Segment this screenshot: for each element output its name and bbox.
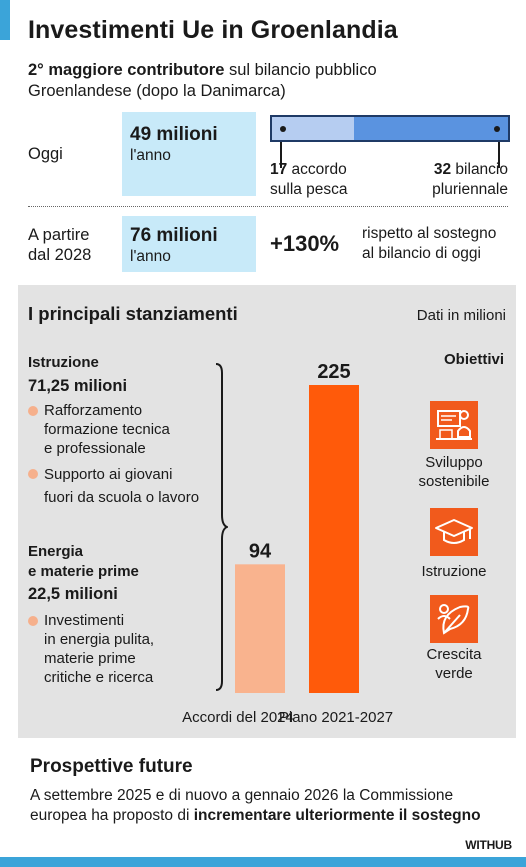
today-label: Oggi [28,145,63,163]
allocations-unit: Dati in milioni [416,307,506,324]
bullet-dot [28,406,38,416]
multiannual-budget-text2: pluriennale [432,181,508,198]
education-bullet-1-line3: e professionale [44,440,146,457]
education-bullet-1: Rafforzamento formazione tecnica e profe… [28,401,213,458]
objectives-title: Obiettivi [443,351,504,368]
today-value-box: 49 milioni l'anno [122,112,256,196]
increase-note-line2: al bilancio di oggi [362,245,481,262]
objective-sustainable-line2: sostenibile [418,473,490,490]
category-label-1: Piano 2021-2027 [279,709,393,726]
education-bullet-1-line1: Rafforzamento [44,402,143,419]
budget-split-bar [270,115,510,142]
from2028-period: l'anno [130,248,171,265]
increase-note-line1: rispetto al sostegno [362,225,497,242]
category-label-0: Accordi del 2024 [182,709,294,726]
increase-percent: +130% [270,231,340,256]
objective-education-label: Istruzione [421,563,487,580]
brand-logo: WITHUB [465,838,512,852]
energy-category-name-line2: e materie prime [28,563,139,580]
allocations-bar-chart: 94 Accordi del 2024 225 Piano 2021-2027 [182,361,393,726]
energy-bullet-1-line3: materie prime [44,650,136,667]
bar-1 [309,385,359,693]
top-accent-bar [0,0,10,40]
allocations-panel: I principali stanziamenti Dati in milion… [18,285,516,738]
multiannual-budget-value: 32 [433,161,452,178]
future-text-line1: A settembre 2025 e di nuovo a gennaio 20… [30,787,454,804]
allocations-title: I principali stanziamenti [28,303,238,324]
energy-bullet-1-line2: in energia pulita, [44,631,155,648]
today-period: l'anno [130,147,171,164]
subtitle-line2: Groenlandese (dopo la Danimarca) [28,82,286,100]
energy-category-name-line1: Energia [28,543,84,560]
from2028-amount: 76 milioni [130,225,218,246]
education-bullet-1-line2: formazione tecnica [44,421,170,438]
left-marker-dot [280,125,286,132]
increase-note: rispetto al sostegno al bilancio di oggi [362,224,522,264]
objective-green-line2: verde [435,665,473,682]
from2028-label-line1: A partire [28,226,90,244]
objective-sustainable-line1: Sviluppo [425,454,483,471]
category-bracket [215,363,228,691]
left-leader-line [280,142,282,168]
education-bullet-2-line1: Supporto ai giovani [44,466,173,483]
bottom-accent-bar [0,857,526,867]
from2028-label-line2: dal 2028 [28,246,92,264]
education-bullet-2-line2: fuori da scuola o lavoro [44,489,200,506]
bullet-dot [28,616,38,626]
education-category-amount: 71,25 milioni [28,377,128,395]
energy-bullet-1-line1: Investimenti [44,612,125,629]
fishing-agreement-value: 17 [270,161,288,178]
subtitle-rest: sul bilancio pubblico [224,61,377,79]
future-title: Prospettive future [30,756,193,777]
fishing-agreement-text2: sulla pesca [270,181,348,198]
education-category-name: Istruzione [28,354,99,371]
bar-value-label-0: 94 [249,540,272,562]
subtitle-bold: 2° maggiore contributore [28,61,225,79]
future-text-line2-bold: incrementare ulteriormente il sostegno [193,807,481,824]
energy-bullet-1-line4: critiche e ricerca [44,669,154,686]
bar-0 [235,564,285,693]
energy-category-name: Energia e materie prime [28,542,139,582]
future-text-line2-plain: europea ha proposto di [30,807,194,824]
page-title: Investimenti Ue in Groenlandia [28,16,398,44]
fishing-agreement-text1: accordo [287,161,347,178]
graduation-cap-icon [430,508,478,556]
future-text: A settembre 2025 e di nuovo a gennaio 20… [30,786,510,826]
objective-green-line1: Crescita [426,646,482,663]
fishing-agreement-segment [272,117,354,140]
multiannual-budget-text1: bilancio [451,161,508,178]
bullet-dot [28,469,38,479]
from2028-value-box: 76 milioni l'anno [122,216,256,272]
today-amount: 49 milioni [130,124,218,145]
sustainable-development-icon [430,401,478,449]
right-marker-dot [494,125,500,132]
objective-sustainable-label: Sviluppo sostenibile [394,453,514,491]
right-leader-line [498,142,500,168]
energy-category-amount: 22,5 milioni [28,585,118,603]
green-growth-icon [430,595,478,643]
energy-bullet-1: Investimenti in energia pulita, materie … [28,611,213,687]
objective-green-label: Crescita verde [394,645,514,683]
fishing-agreement-label: 17 accordo sulla pesca [270,160,348,200]
page-subtitle: 2° maggiore contributore sul bilancio pu… [28,60,498,102]
from2028-label: A partire dal 2028 [28,225,91,265]
multiannual-budget-label: 32 bilancio pluriennale [400,160,508,200]
education-bullet-2: Supporto ai giovani fuori da scuola o la… [28,463,213,509]
bar-value-label-1: 225 [317,361,350,383]
divider-1 [28,206,508,207]
